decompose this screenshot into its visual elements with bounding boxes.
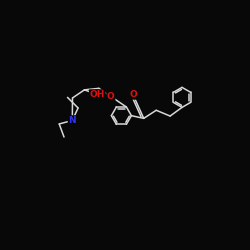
Text: N: N <box>68 116 76 125</box>
Text: O: O <box>129 90 137 99</box>
Text: O: O <box>107 92 115 101</box>
Text: OH: OH <box>90 90 105 99</box>
